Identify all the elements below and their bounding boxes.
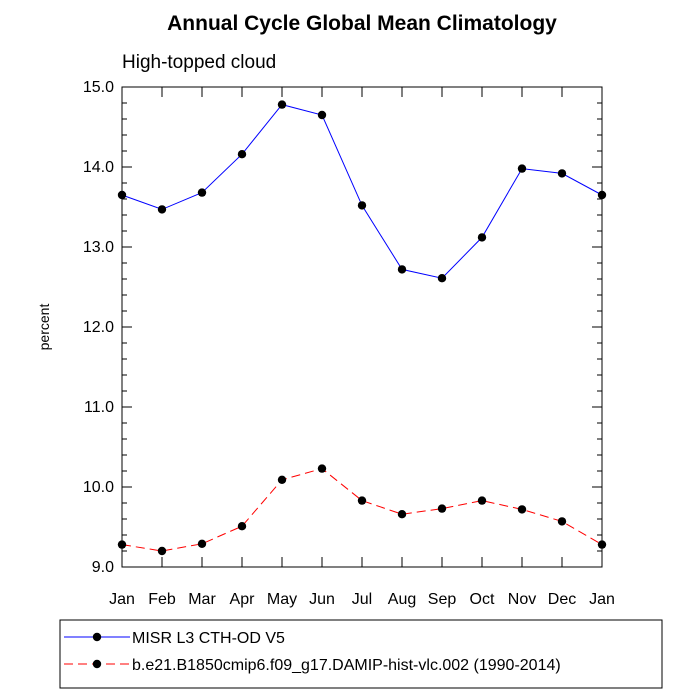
series-point bbox=[437, 274, 447, 283]
series-point bbox=[477, 233, 487, 242]
x-tick-label: Jul bbox=[352, 591, 372, 608]
x-tick-label: Mar bbox=[188, 591, 216, 608]
series-line bbox=[121, 104, 603, 279]
series-point bbox=[117, 540, 127, 549]
y-tick-label: 15.0 bbox=[83, 79, 114, 96]
series-point bbox=[277, 475, 287, 484]
series-group bbox=[117, 100, 607, 556]
x-tick-label: Apr bbox=[230, 591, 256, 608]
y-tick-label: 11.0 bbox=[84, 399, 114, 416]
series-point bbox=[437, 504, 447, 513]
y-tick-label: 12.0 bbox=[83, 319, 114, 336]
series-point bbox=[277, 100, 287, 109]
series-point bbox=[517, 505, 527, 514]
series-point bbox=[157, 546, 167, 556]
legend: MISR L3 CTH-OD V5 b.e21.B1850cmip6.f09_g1… bbox=[59, 619, 663, 689]
legend-items: MISR L3 CTH-OD V5 b.e21.B1850cmip6.f09_g1… bbox=[64, 630, 561, 674]
chart-subtitle: High-topped cloud bbox=[122, 52, 276, 73]
series-point bbox=[597, 190, 607, 200]
y-tick-label: 13.0 bbox=[83, 239, 114, 256]
series-point bbox=[117, 190, 127, 200]
series-point bbox=[317, 110, 327, 120]
x-tick-label: Sep bbox=[428, 591, 457, 608]
series-point bbox=[557, 169, 567, 178]
y-tick-label: 14.0 bbox=[83, 159, 114, 176]
series-point bbox=[517, 164, 527, 173]
series-point bbox=[237, 522, 247, 531]
x-tick-labels: Jan Feb Mar Apr May Jun Jul Aug Sep Oct Nov Dec Jan bbox=[109, 591, 615, 608]
legend-label: b.e21.B1850cmip6.f09_g17.DAMIP-hist-vlc.… bbox=[132, 657, 561, 674]
series-point bbox=[357, 496, 367, 505]
legend-marker bbox=[92, 632, 102, 642]
y-tick-labels: 9.0 10.0 11.0 12.0 13.0 14.0 15.0 bbox=[83, 79, 114, 576]
series-point bbox=[477, 496, 487, 505]
y-tick-label: 9.0 bbox=[92, 559, 114, 576]
series-point bbox=[397, 510, 407, 519]
x-tick-label: Nov bbox=[508, 591, 536, 608]
x-tick-label: Jan bbox=[109, 591, 135, 608]
series-line bbox=[121, 468, 603, 552]
series-point bbox=[197, 539, 207, 548]
x-tick-label: May bbox=[267, 591, 297, 608]
axis-ticks bbox=[121, 86, 603, 568]
y-tick-label: 10.0 bbox=[83, 479, 114, 496]
series-point bbox=[557, 517, 567, 526]
series-point bbox=[357, 201, 367, 210]
series-point bbox=[237, 150, 247, 159]
plot-frame bbox=[121, 86, 603, 568]
series-point bbox=[317, 464, 327, 473]
legend-marker bbox=[92, 659, 102, 669]
y-axis-label: percent bbox=[36, 304, 52, 351]
series-point bbox=[197, 188, 207, 197]
x-tick-label: Jun bbox=[309, 591, 335, 608]
series-point bbox=[157, 205, 167, 214]
legend-label: MISR L3 CTH-OD V5 bbox=[132, 630, 285, 647]
legend-box bbox=[59, 619, 663, 689]
x-tick-label: Dec bbox=[548, 591, 576, 608]
x-tick-label: Feb bbox=[148, 591, 176, 608]
series-point bbox=[397, 265, 407, 274]
chart-title: Annual Cycle Global Mean Climatology bbox=[167, 12, 557, 35]
x-tick-label: Jan bbox=[589, 591, 615, 608]
series-point bbox=[597, 540, 607, 549]
x-tick-label: Aug bbox=[388, 591, 416, 608]
x-tick-label: Oct bbox=[470, 591, 495, 608]
